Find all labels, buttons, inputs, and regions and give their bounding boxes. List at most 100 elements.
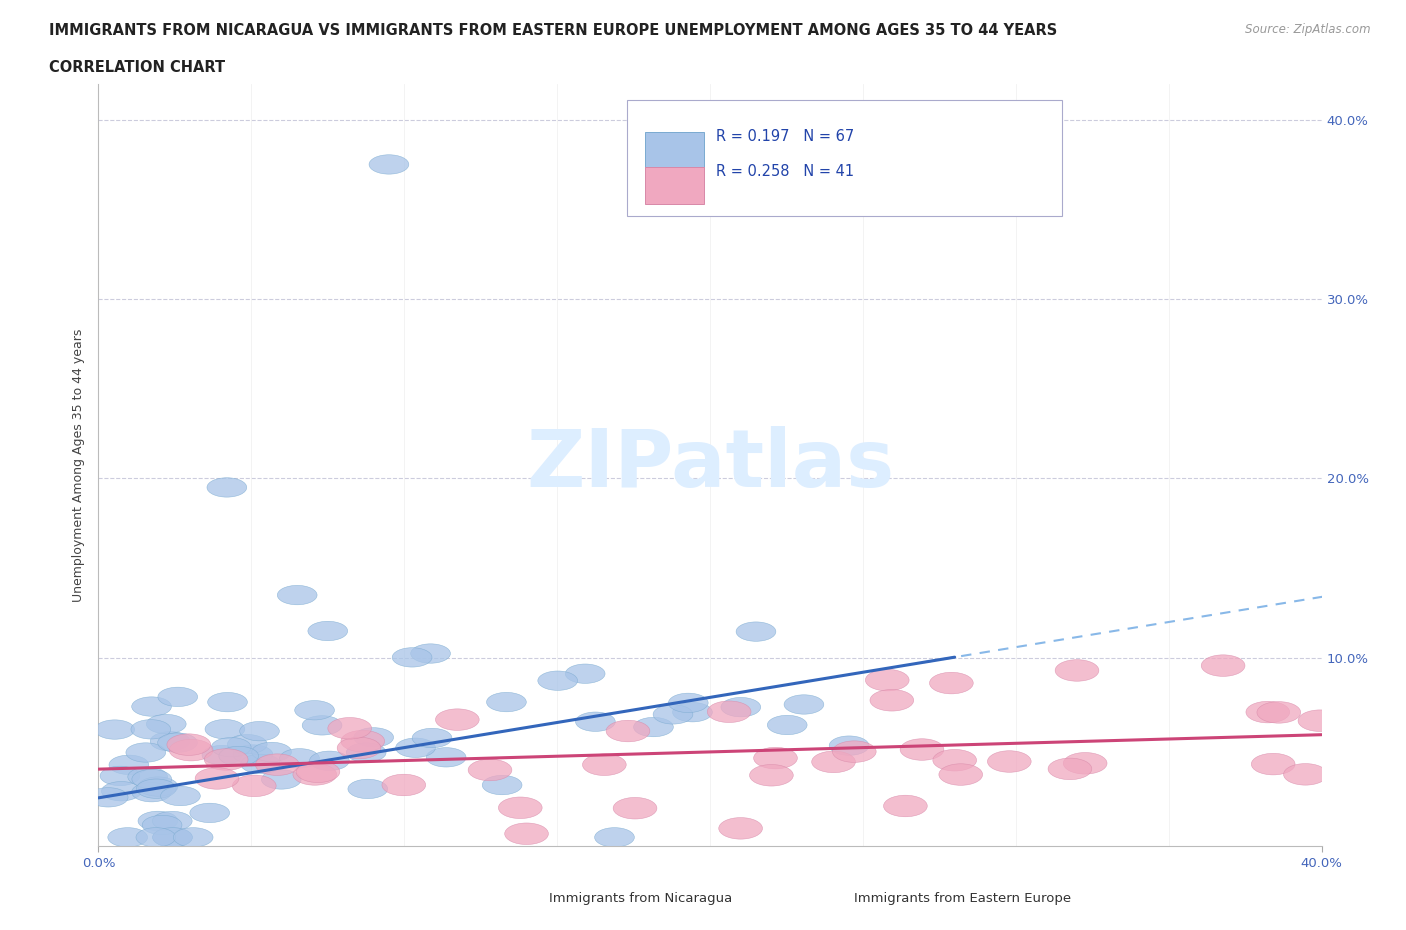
Text: Immigrants from Eastern Europe: Immigrants from Eastern Europe <box>855 892 1071 905</box>
Ellipse shape <box>346 743 387 763</box>
Ellipse shape <box>811 751 855 773</box>
Ellipse shape <box>204 749 247 770</box>
Ellipse shape <box>785 695 824 714</box>
Ellipse shape <box>337 737 381 759</box>
Ellipse shape <box>146 714 186 734</box>
Ellipse shape <box>138 777 177 796</box>
Ellipse shape <box>613 797 657 819</box>
Ellipse shape <box>595 828 634 847</box>
Ellipse shape <box>100 766 139 786</box>
Ellipse shape <box>211 737 252 757</box>
Text: R = 0.258   N = 41: R = 0.258 N = 41 <box>716 164 855 179</box>
Ellipse shape <box>128 767 167 787</box>
Ellipse shape <box>929 672 973 694</box>
Ellipse shape <box>392 647 432 667</box>
Ellipse shape <box>173 828 214 847</box>
Ellipse shape <box>1063 752 1107 774</box>
Ellipse shape <box>94 720 135 739</box>
Ellipse shape <box>328 718 371 739</box>
Text: Immigrants from Nicaragua: Immigrants from Nicaragua <box>548 892 731 905</box>
Ellipse shape <box>754 748 797 769</box>
Ellipse shape <box>1257 701 1301 724</box>
Ellipse shape <box>870 689 914 711</box>
Ellipse shape <box>202 746 242 764</box>
Ellipse shape <box>468 759 512 781</box>
Ellipse shape <box>721 698 761 717</box>
Ellipse shape <box>297 761 340 782</box>
Ellipse shape <box>169 739 212 761</box>
FancyBboxPatch shape <box>645 167 704 205</box>
FancyBboxPatch shape <box>498 882 543 915</box>
Ellipse shape <box>308 621 347 641</box>
Ellipse shape <box>262 770 301 790</box>
Ellipse shape <box>295 700 335 720</box>
Ellipse shape <box>252 742 291 762</box>
Ellipse shape <box>160 787 200 805</box>
Ellipse shape <box>865 670 910 691</box>
FancyBboxPatch shape <box>645 132 704 169</box>
Ellipse shape <box>749 764 793 786</box>
Ellipse shape <box>136 779 176 798</box>
Ellipse shape <box>830 736 869 755</box>
Ellipse shape <box>157 733 197 752</box>
Ellipse shape <box>127 743 166 763</box>
Ellipse shape <box>634 717 673 737</box>
Ellipse shape <box>498 797 543 818</box>
Text: IMMIGRANTS FROM NICARAGUA VS IMMIGRANTS FROM EASTERN EUROPE UNEMPLOYMENT AMONG A: IMMIGRANTS FROM NICARAGUA VS IMMIGRANTS … <box>49 23 1057 38</box>
Ellipse shape <box>108 828 148 847</box>
Ellipse shape <box>1054 659 1099 681</box>
Ellipse shape <box>190 804 229 823</box>
Ellipse shape <box>1298 710 1341 732</box>
Ellipse shape <box>606 720 650 742</box>
Ellipse shape <box>654 705 693 724</box>
Ellipse shape <box>150 732 190 751</box>
Ellipse shape <box>347 779 388 799</box>
Ellipse shape <box>205 720 245 738</box>
Ellipse shape <box>668 693 709 712</box>
Ellipse shape <box>486 693 526 711</box>
Ellipse shape <box>768 715 807 735</box>
Ellipse shape <box>142 816 181 835</box>
Ellipse shape <box>565 664 605 684</box>
Ellipse shape <box>482 776 522 795</box>
Ellipse shape <box>101 781 141 801</box>
Ellipse shape <box>582 754 626 776</box>
Ellipse shape <box>538 671 578 690</box>
Ellipse shape <box>157 687 198 707</box>
Ellipse shape <box>207 478 246 498</box>
Ellipse shape <box>932 750 977 771</box>
Ellipse shape <box>718 817 762 839</box>
Ellipse shape <box>575 712 616 731</box>
Ellipse shape <box>240 754 280 774</box>
Ellipse shape <box>395 738 436 757</box>
Text: ZIPatlas: ZIPatlas <box>526 426 894 504</box>
Text: Source: ZipAtlas.com: Source: ZipAtlas.com <box>1246 23 1371 36</box>
Ellipse shape <box>219 746 259 765</box>
Ellipse shape <box>412 728 451 748</box>
Ellipse shape <box>368 154 409 174</box>
Ellipse shape <box>505 823 548 844</box>
Ellipse shape <box>292 764 336 785</box>
Ellipse shape <box>426 748 465 767</box>
Ellipse shape <box>136 828 176 847</box>
Ellipse shape <box>153 828 193 847</box>
Ellipse shape <box>987 751 1031 772</box>
Ellipse shape <box>900 738 943 761</box>
Ellipse shape <box>233 745 273 764</box>
FancyBboxPatch shape <box>804 882 848 915</box>
Text: CORRELATION CHART: CORRELATION CHART <box>49 60 225 75</box>
Ellipse shape <box>340 730 385 752</box>
Ellipse shape <box>153 828 193 847</box>
Ellipse shape <box>132 697 172 716</box>
Ellipse shape <box>832 741 876 763</box>
FancyBboxPatch shape <box>627 100 1063 216</box>
Ellipse shape <box>436 709 479 730</box>
Ellipse shape <box>228 735 267 754</box>
Ellipse shape <box>737 622 776 642</box>
Ellipse shape <box>239 722 280 741</box>
Ellipse shape <box>672 702 713 722</box>
Ellipse shape <box>939 764 983 785</box>
Ellipse shape <box>138 811 177 830</box>
Ellipse shape <box>131 720 170 739</box>
Ellipse shape <box>1047 758 1092 779</box>
